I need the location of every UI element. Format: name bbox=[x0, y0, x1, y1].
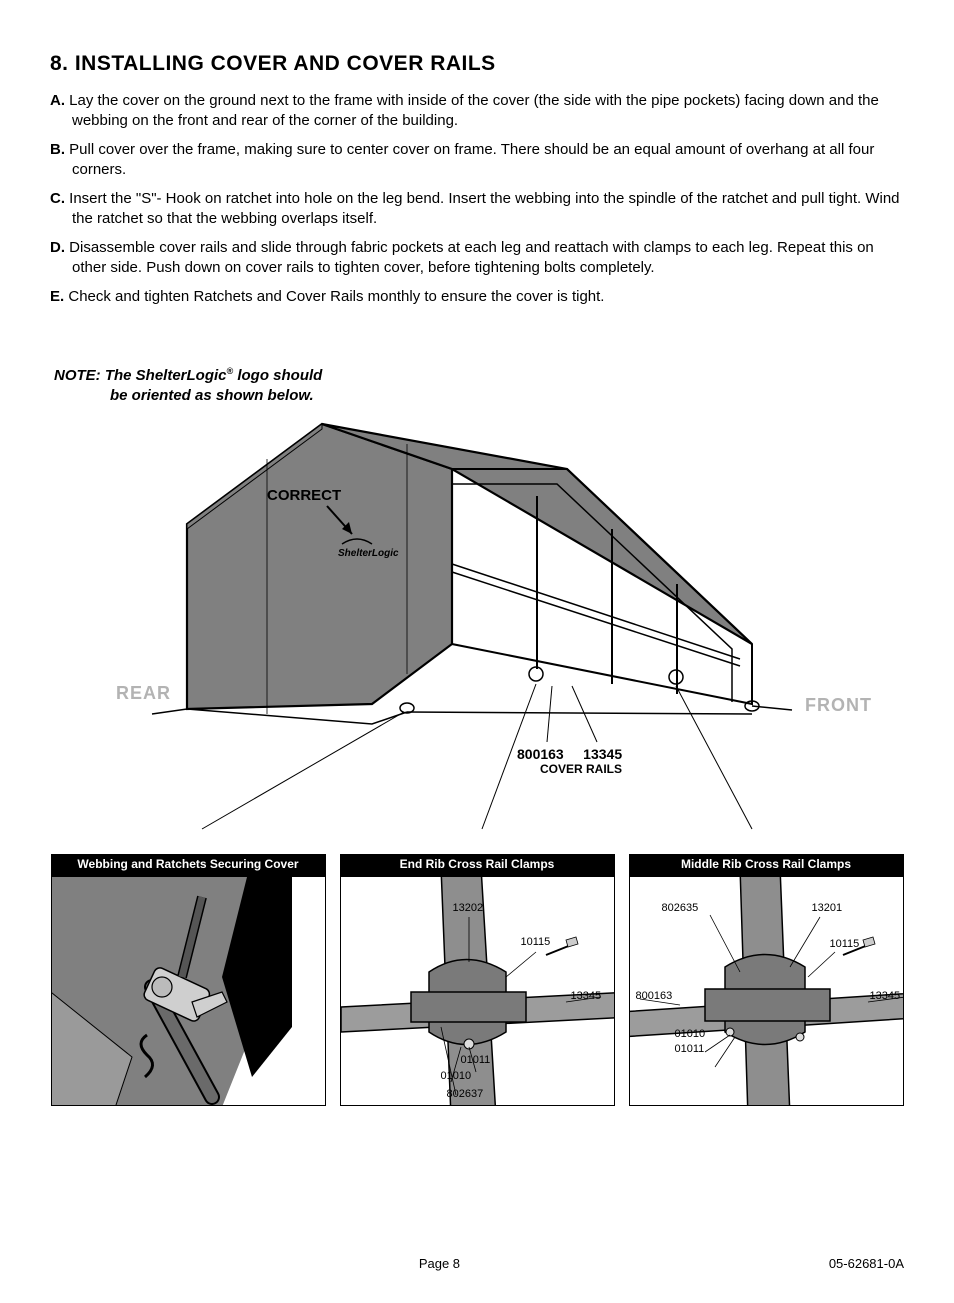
rear-label: REAR bbox=[116, 682, 171, 705]
note-line2: be oriented as shown below. bbox=[54, 386, 904, 406]
part-13345: 13345 bbox=[571, 989, 602, 1003]
shelterlogic-logo: ShelterLogic bbox=[338, 547, 399, 560]
step-text: Disassemble cover rails and slide throug… bbox=[65, 239, 874, 276]
part-10115: 10115 bbox=[521, 935, 551, 949]
part-01011: 01011 bbox=[675, 1042, 705, 1056]
main-figure: REAR FRONT CORRECT ShelterLogic 800163 1… bbox=[52, 414, 902, 854]
part-802635: 802635 bbox=[662, 901, 699, 915]
step-a: A. Lay the cover on the ground next to t… bbox=[50, 91, 904, 130]
part-01011: 01011 bbox=[461, 1053, 491, 1067]
detail-body bbox=[51, 876, 326, 1106]
doc-number: 05-62681-0A bbox=[829, 1256, 904, 1273]
part-800163: 800163 bbox=[636, 989, 673, 1003]
note-line1: NOTE: The ShelterLogic bbox=[54, 367, 227, 384]
front-label: FRONT bbox=[805, 694, 872, 717]
page-number: Page 8 bbox=[50, 1256, 829, 1273]
detail-title: Webbing and Ratchets Securing Cover bbox=[51, 854, 326, 876]
cover-rails-label: COVER RAILS bbox=[540, 762, 622, 778]
section-heading: 8. INSTALLING COVER AND COVER RAILS bbox=[50, 50, 904, 77]
detail-title: End Rib Cross Rail Clamps bbox=[340, 854, 615, 876]
step-text: Lay the cover on the ground next to the … bbox=[65, 92, 879, 129]
detail-body: 13202 10115 13345 01011 01010 802637 bbox=[340, 876, 615, 1106]
part-13345: 13345 bbox=[870, 989, 901, 1003]
part-13202: 13202 bbox=[453, 901, 484, 915]
steps-list: A. Lay the cover on the ground next to t… bbox=[50, 91, 904, 307]
part-numbers: 800163 13345 bbox=[517, 745, 622, 763]
correct-label: CORRECT bbox=[267, 486, 341, 506]
part-13201: 13201 bbox=[812, 901, 843, 915]
detail-body: 802635 13201 10115 13345 800163 01010 01… bbox=[629, 876, 904, 1106]
page-footer: Page 8 05-62681-0A bbox=[50, 1256, 904, 1273]
detail-row: Webbing and Ratchets Securing Cover bbox=[50, 854, 904, 1106]
step-letter: A. bbox=[50, 92, 65, 109]
part-10115: 10115 bbox=[830, 937, 860, 951]
step-letter: B. bbox=[50, 141, 65, 158]
step-letter: D. bbox=[50, 239, 65, 256]
detail-card-end-clamps: End Rib Cross Rail Clamps bbox=[340, 854, 615, 1106]
detail-card-webbing: Webbing and Ratchets Securing Cover bbox=[51, 854, 326, 1106]
step-letter: E. bbox=[50, 288, 64, 305]
step-b: B. Pull cover over the frame, making sur… bbox=[50, 140, 904, 179]
step-e: E. Check and tighten Ratchets and Cover … bbox=[50, 287, 904, 307]
step-text: Check and tighten Ratchets and Cover Rai… bbox=[64, 288, 604, 305]
step-d: D. Disassemble cover rails and slide thr… bbox=[50, 238, 904, 277]
part-01010: 01010 bbox=[441, 1069, 472, 1083]
note-line1b: logo should bbox=[233, 367, 322, 384]
part-01010: 01010 bbox=[675, 1027, 706, 1041]
step-c: C. Insert the "S"- Hook on ratchet into … bbox=[50, 189, 904, 228]
part-800163: 800163 bbox=[517, 746, 564, 762]
step-letter: C. bbox=[50, 190, 65, 207]
step-text: Pull cover over the frame, making sure t… bbox=[65, 141, 874, 178]
detail-title: Middle Rib Cross Rail Clamps bbox=[629, 854, 904, 876]
part-802637: 802637 bbox=[447, 1087, 484, 1101]
webbing-ratchet-diagram bbox=[52, 877, 326, 1106]
part-13345: 13345 bbox=[583, 746, 622, 762]
shelter-diagram bbox=[52, 414, 902, 854]
note-text: NOTE: The ShelterLogic® logo should be o… bbox=[50, 365, 904, 407]
step-text: Insert the "S"- Hook on ratchet into hol… bbox=[65, 190, 900, 227]
detail-card-middle-clamps: Middle Rib Cross Rail Clamps bbox=[629, 854, 904, 1106]
